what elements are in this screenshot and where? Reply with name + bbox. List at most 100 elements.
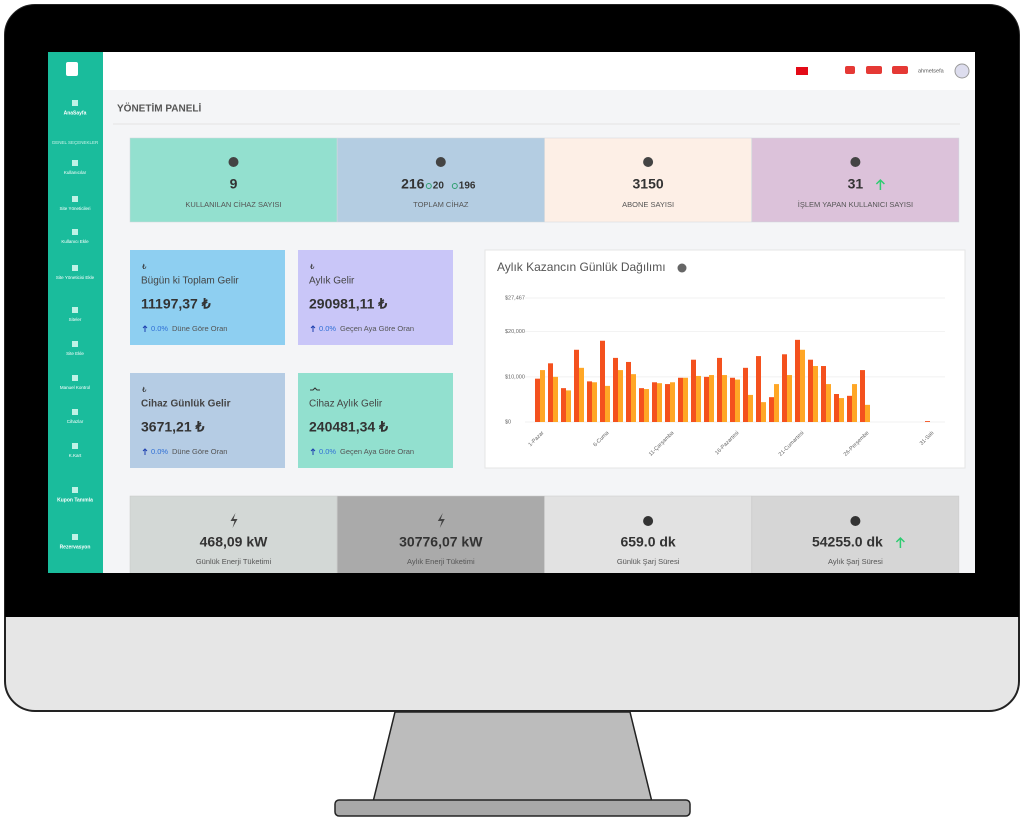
bolt-icon xyxy=(230,513,238,528)
menu-item[interactable]: Kullanıcılar xyxy=(64,170,87,175)
menu-icon xyxy=(72,229,78,235)
menu-item[interactable]: K.Kart xyxy=(69,453,82,458)
bar xyxy=(540,370,545,422)
energy-card xyxy=(129,495,338,573)
bar xyxy=(717,357,722,422)
bar xyxy=(852,384,857,422)
badge[interactable] xyxy=(845,66,855,74)
stat-label: İŞLEM YAPAN KULLANICI SAYISI xyxy=(798,200,913,209)
bar xyxy=(748,394,753,422)
bar xyxy=(826,384,831,422)
menu-item[interactable]: Site Yöneticisi Ekle xyxy=(56,275,95,280)
energy-value: 468,09 kW xyxy=(200,534,268,550)
bar xyxy=(795,339,800,422)
card-icon xyxy=(850,157,861,167)
income-rate-label: Düne Göre Oran xyxy=(172,324,227,333)
energy-value: 54255.0 dk xyxy=(812,534,883,550)
bar xyxy=(691,359,696,422)
energy-card xyxy=(751,495,960,573)
bar xyxy=(800,349,805,422)
income-rate-label: Düne Göre Oran xyxy=(172,447,227,456)
menu-icon xyxy=(72,100,78,106)
bar xyxy=(769,397,774,422)
bar xyxy=(808,359,813,422)
income-card xyxy=(298,373,453,468)
bar xyxy=(722,375,727,422)
menu-icon xyxy=(72,196,78,202)
bar xyxy=(605,385,610,422)
bar xyxy=(756,356,761,422)
card-icon xyxy=(643,157,654,167)
bar xyxy=(600,340,605,422)
bar xyxy=(865,404,870,422)
menu-item[interactable]: Site Yöneticileri xyxy=(60,206,91,211)
income-rate: 0.0% xyxy=(319,324,336,333)
bar xyxy=(683,377,688,422)
menu-item[interactable]: Manuel Kontrol xyxy=(60,385,90,390)
energy-card xyxy=(337,495,545,573)
bar xyxy=(696,375,701,422)
bar xyxy=(548,363,553,422)
energy-label: Günlük Enerji Tüketimi xyxy=(196,557,272,566)
bar xyxy=(587,381,592,422)
menu-icon xyxy=(72,307,78,313)
rate-arrow xyxy=(142,448,148,455)
income-title: Cihaz Günlük Gelir xyxy=(141,399,231,410)
stand-neck xyxy=(372,711,653,803)
rate-arrow xyxy=(310,448,316,455)
menu-item[interactable]: Site Ekle xyxy=(66,351,84,356)
rate-arrow xyxy=(142,325,148,332)
bar xyxy=(574,349,579,422)
energy-value: 659.0 dk xyxy=(620,534,675,550)
device-icon xyxy=(451,183,458,189)
bar xyxy=(652,382,657,422)
energy-card xyxy=(544,495,752,573)
bar xyxy=(839,398,844,422)
menu-icon xyxy=(72,534,78,540)
menu-icon xyxy=(72,409,78,415)
bar xyxy=(618,370,623,422)
bar xyxy=(704,376,709,422)
bolt-icon xyxy=(437,513,445,528)
badge[interactable] xyxy=(892,66,908,74)
bar xyxy=(670,382,675,422)
avatar[interactable] xyxy=(954,63,970,79)
bar xyxy=(709,375,714,422)
y-tick-label: $0 xyxy=(505,419,511,425)
card-icon xyxy=(228,157,239,167)
stat-card xyxy=(751,137,960,223)
menu-item[interactable]: Cihazlar xyxy=(67,419,84,424)
chart-title: Aylık Kazancın Günlük Dağılımı xyxy=(497,260,666,274)
screen: YÖNETİM PANELİ ahmetsefa AnaSayfa GENEL SEÇ… xyxy=(48,52,975,573)
stat-card xyxy=(337,137,545,223)
card-icon xyxy=(435,157,446,167)
income-rate-label: Geçen Aya Göre Oran xyxy=(340,324,414,333)
menu-item[interactable]: AnaSayfa xyxy=(64,110,87,116)
stat-value: 9 xyxy=(230,176,238,192)
bar xyxy=(761,402,766,422)
menu-item[interactable]: Rezervasyon xyxy=(60,544,91,550)
bar xyxy=(735,379,740,422)
stat-value: 216 xyxy=(401,176,425,192)
stand-base xyxy=(334,799,691,817)
logo xyxy=(66,62,78,76)
badge[interactable] xyxy=(866,66,882,74)
up-arrow xyxy=(895,536,905,548)
menu-icon xyxy=(72,443,78,449)
menu-icon xyxy=(72,265,78,271)
menu-item[interactable]: Kupon Tanımla xyxy=(57,497,93,503)
energy-value: 30776,07 kW xyxy=(399,534,483,550)
income-value: 290981,11 ₺ xyxy=(309,296,387,312)
energy-label: Günlük Şarj Süresi xyxy=(617,557,680,566)
menu-icon xyxy=(72,160,78,166)
menu-item[interactable]: Kullanıcı Ekle xyxy=(61,239,89,244)
stat-card xyxy=(544,137,752,223)
bar xyxy=(566,390,571,422)
bar xyxy=(657,383,662,422)
bar xyxy=(813,366,818,422)
menu-icon xyxy=(72,341,78,347)
bar xyxy=(730,377,735,422)
bar xyxy=(553,376,558,422)
menu-item[interactable]: Siteler xyxy=(69,317,82,322)
